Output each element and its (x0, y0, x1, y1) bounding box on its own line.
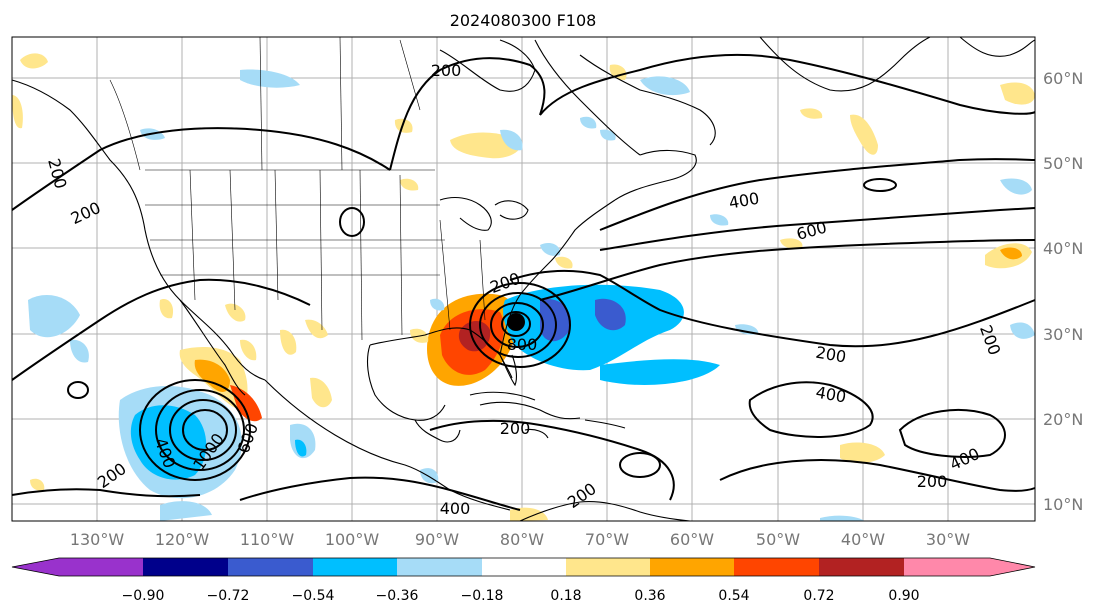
colorbar-tick-label: −0.18 (461, 588, 504, 604)
colorbar-segments (59, 558, 990, 576)
colorbar-segment (650, 558, 734, 576)
lon-tick-label: 60°W (670, 530, 714, 549)
colorbar-segment (734, 558, 819, 576)
colorbar-over-arrow (990, 558, 1035, 576)
colorbar-segment (819, 558, 904, 576)
contour-label: 400 (440, 499, 471, 518)
lat-tick-label: 20°N (1043, 410, 1083, 429)
contour-label: 200 (500, 419, 531, 438)
lat-tick-label: 30°N (1043, 325, 1083, 344)
lon-tick-label: 40°W (841, 530, 885, 549)
colorbar-tick-label: −0.36 (376, 588, 419, 604)
lon-tick-label: 30°W (926, 530, 970, 549)
colorbar-labels: −0.90 −0.72 −0.54 −0.36 −0.18 0.18 0.36 … (122, 588, 920, 604)
map-frame (11, 36, 1036, 522)
colorbar-tick-label: 0.54 (718, 588, 749, 604)
lon-tick-label: 120°W (155, 530, 210, 549)
colorbar-segment (313, 558, 397, 576)
lat-tick-label: 60°N (1043, 69, 1083, 88)
lon-tick-label: 100°W (325, 530, 380, 549)
map-panel: 200 200 200 200 200 200 200 200 200 200 … (11, 36, 1036, 522)
colorbar-segment (904, 558, 990, 576)
lon-tick-label: 110°W (240, 530, 295, 549)
longitude-labels: 130°W 120°W 110°W 100°W 90°W 80°W 70°W 6… (70, 530, 970, 549)
colorbar-tick-label: 0.18 (550, 588, 581, 604)
colorbar-tick-label: 0.90 (888, 588, 919, 604)
colorbar-segment (228, 558, 313, 576)
colorbar-outline (11, 557, 1036, 577)
colorbar: −0.90 −0.72 −0.54 −0.36 −0.18 0.18 0.36 … (11, 557, 1036, 604)
colorbar-tick-label: −0.72 (207, 588, 250, 604)
colorbar-tick-label: −0.90 (122, 588, 165, 604)
lon-tick-label: 80°W (500, 530, 544, 549)
lon-tick-label: 50°W (756, 530, 800, 549)
lat-tick-label: 10°N (1043, 495, 1083, 514)
contour-label: 800 (507, 335, 538, 354)
colorbar-tick-label: 0.36 (634, 588, 665, 604)
colorbar-tick-label: 0.72 (803, 588, 834, 604)
lat-tick-label: 50°N (1043, 154, 1083, 173)
figure-title: 2024080300 F108 (450, 11, 597, 30)
lon-tick-label: 70°W (585, 530, 629, 549)
latitude-labels: 60°N 50°N 40°N 30°N 20°N 10°N (1043, 69, 1083, 514)
colorbar-under-arrow (12, 558, 59, 576)
lon-tick-label: 90°W (415, 530, 459, 549)
colorbar-segment (59, 558, 143, 576)
lon-tick-label: 130°W (70, 530, 125, 549)
anomaly-shading (12, 53, 1035, 521)
colorbar-segment (143, 558, 228, 576)
contour-label: 200 (917, 472, 948, 491)
colorbar-segment (397, 558, 482, 576)
state-borders (109, 36, 486, 341)
lat-tick-label: 40°N (1043, 239, 1083, 258)
contour-label: 200 (431, 61, 462, 80)
colorbar-segment (566, 558, 650, 576)
storm-center-marker (507, 313, 525, 331)
colorbar-segment (482, 558, 566, 576)
contour-lines (11, 53, 1036, 511)
colorbar-tick-label: −0.54 (292, 588, 335, 604)
